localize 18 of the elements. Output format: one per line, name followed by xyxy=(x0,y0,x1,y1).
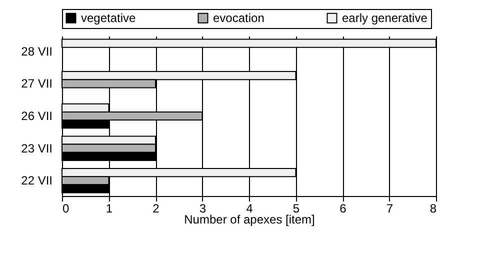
y-tick-label: 27 VII xyxy=(21,76,52,91)
x-tick-label: 1 xyxy=(106,202,113,216)
legend-label: vegetative xyxy=(81,11,136,26)
x-tick-label: 6 xyxy=(340,202,347,216)
y-tick-label: 23 VII xyxy=(21,141,52,156)
y-tick-label: 26 VII xyxy=(21,109,52,123)
x-tick-label: 0 xyxy=(62,202,70,216)
x-tick-label: 7 xyxy=(386,202,394,216)
x-tick-label: 5 xyxy=(292,202,300,216)
x-tick-label: 8 xyxy=(430,202,437,216)
x-tick-label: 4 xyxy=(246,202,254,216)
y-tick-label: 28 VII xyxy=(21,44,52,58)
x-axis-title: Number of apexes [item] xyxy=(184,212,315,226)
y-tick-label: 22 VII xyxy=(21,174,52,188)
legend-label: early generative xyxy=(342,11,428,26)
legend-label: evocation xyxy=(213,11,264,26)
x-tick-label: 3 xyxy=(199,202,206,216)
x-tick-label: 2 xyxy=(152,202,160,216)
